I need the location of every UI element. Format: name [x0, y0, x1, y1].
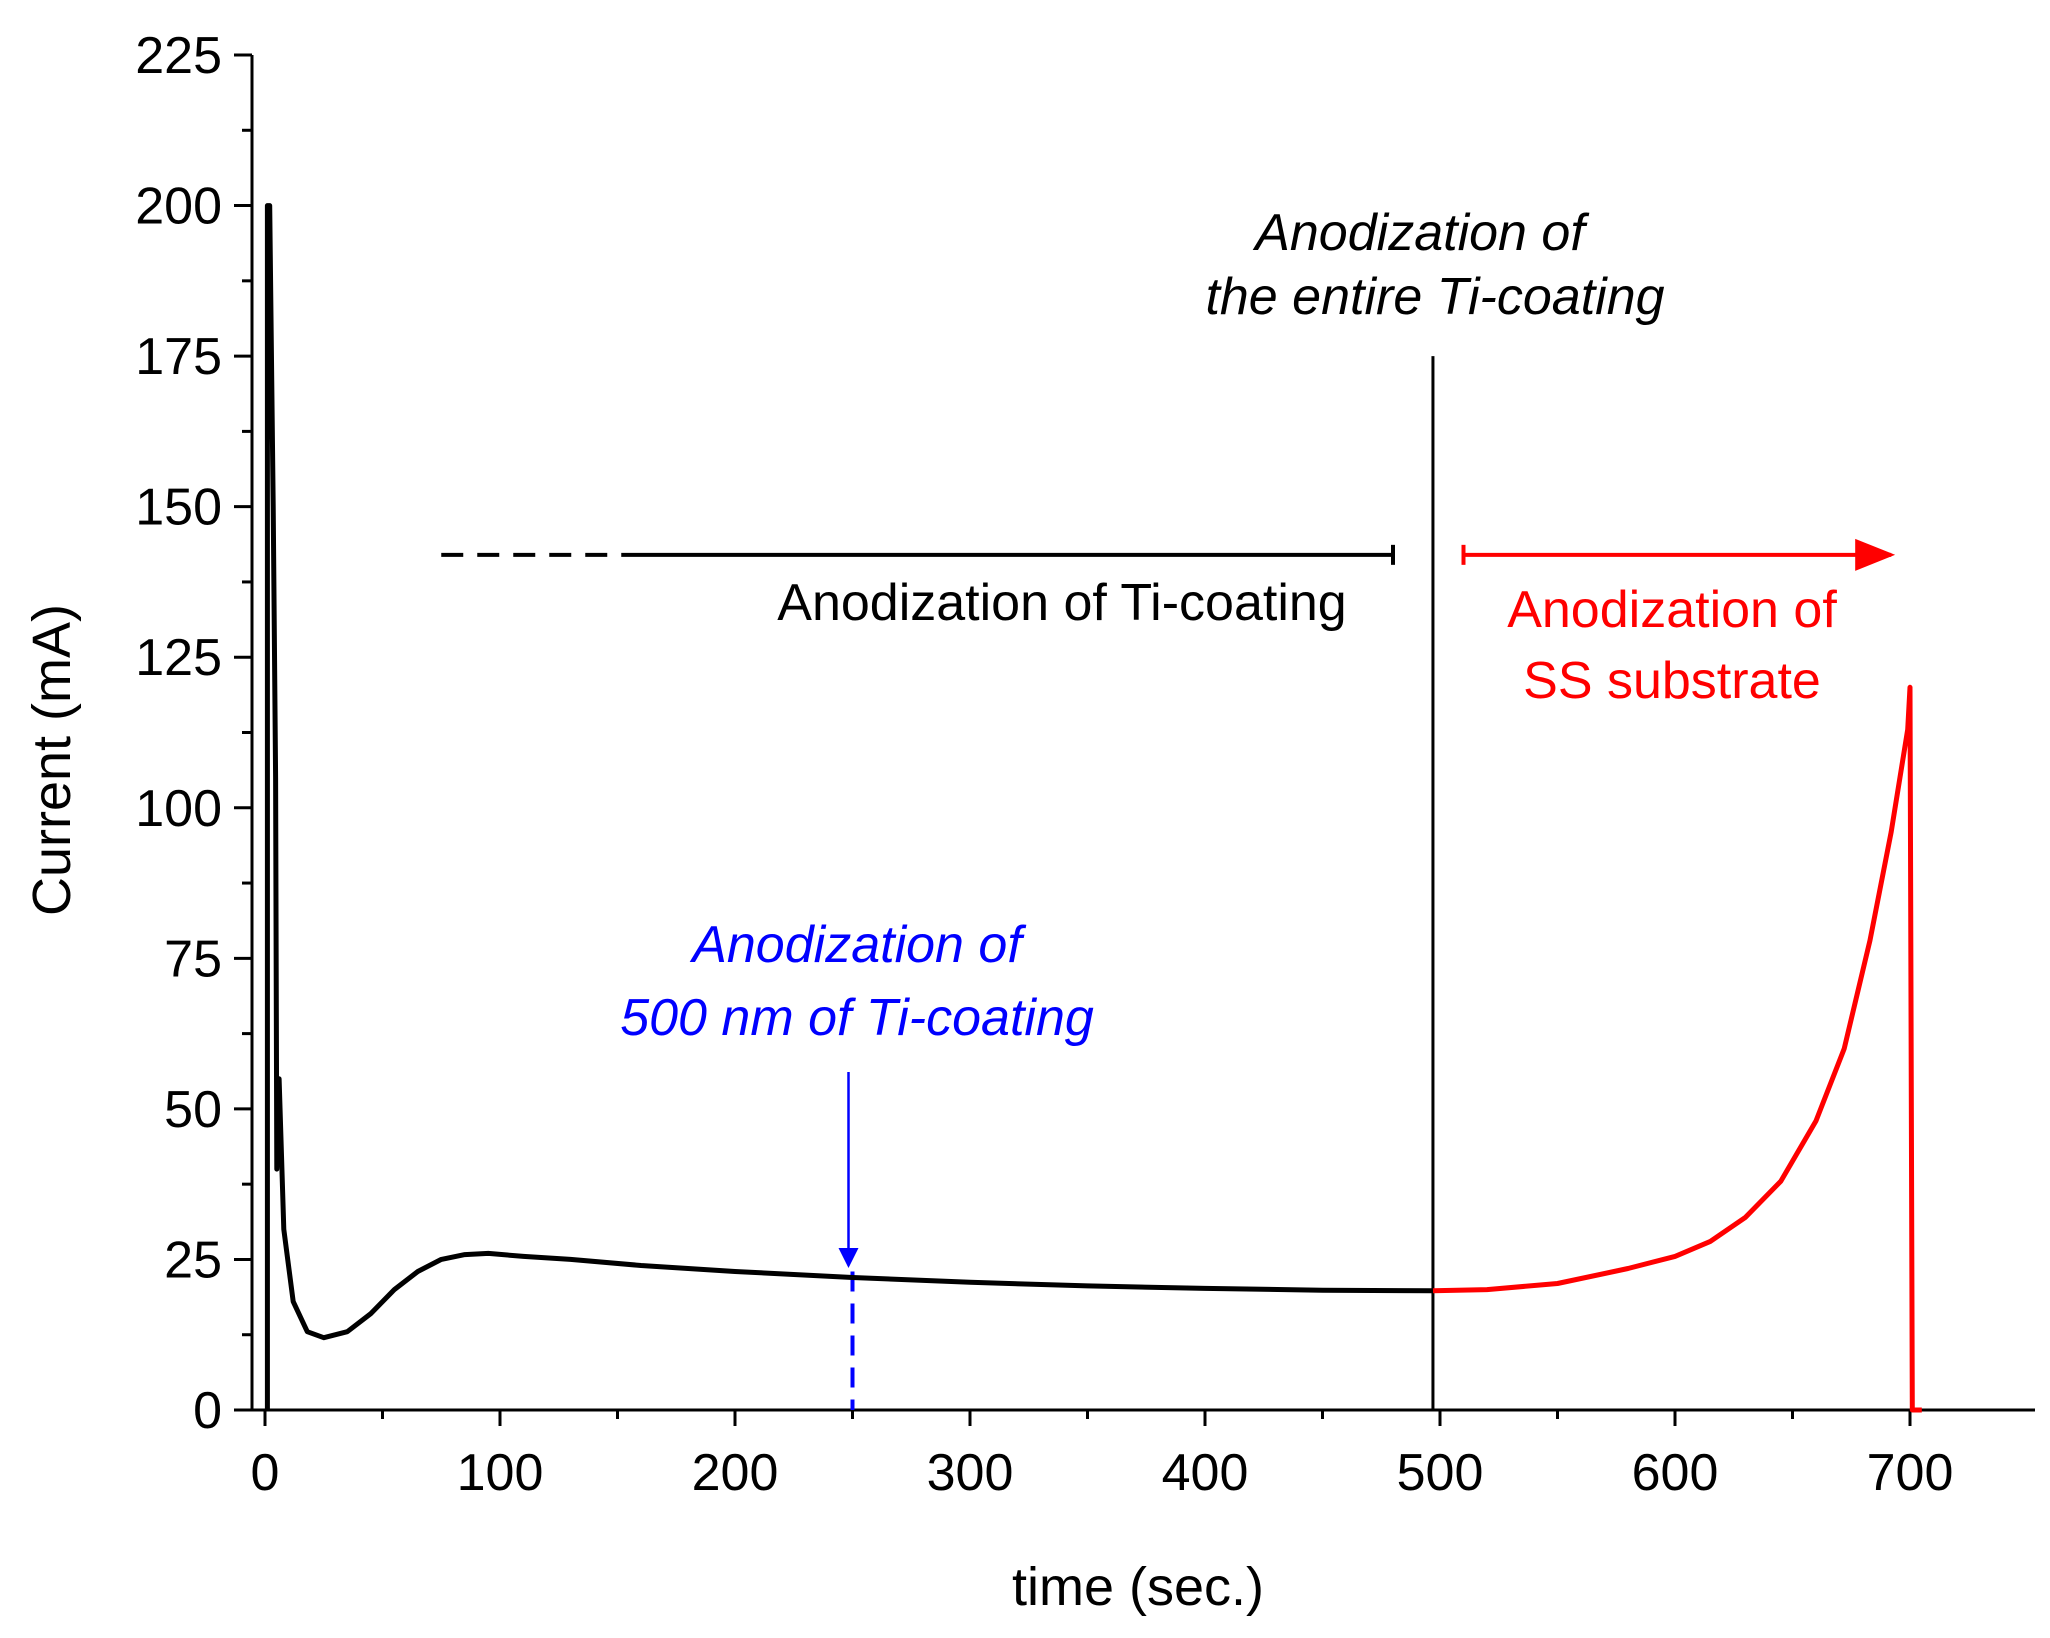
x-axis-title: time (sec.)	[1012, 1557, 1264, 1617]
y-axis-title: Current (mA)	[22, 604, 82, 916]
annotation-entire-line-2: the entire Ti-coating	[1205, 268, 1664, 326]
y-tick-label: 50	[164, 1081, 222, 1139]
y-tick-label: 100	[135, 780, 222, 838]
y-tick-label: 25	[164, 1231, 222, 1289]
annotation-ss-line-2: SS substrate	[1523, 652, 1821, 710]
annotation-ti-coating: Anodization of Ti-coating	[777, 574, 1346, 632]
x-tick-label: 500	[1397, 1444, 1484, 1502]
annotation-500nm-line-2: 500 nm of Ti-coating	[620, 989, 1094, 1047]
y-tick-label: 225	[135, 27, 222, 85]
x-tick-label: 300	[927, 1444, 1014, 1502]
y-tick-label: 0	[193, 1382, 222, 1440]
series-line-ti-coating	[264, 203, 1434, 1410]
markers	[441, 356, 1896, 1410]
y-tick-label: 75	[164, 930, 222, 988]
axes: 0 100 200 300 400 500 600 700 0 25 50 75 100 125 150 1…	[135, 27, 2035, 1502]
x-tick-label: 700	[1867, 1444, 1954, 1502]
y-tick-label: 150	[135, 479, 222, 537]
y-ticks: 0 25 50 75 100 125 150 175 200 225	[135, 27, 252, 1440]
x-tick-label: 100	[457, 1444, 544, 1502]
x-ticks: 0 100 200 300 400 500 600 700	[251, 1410, 1954, 1502]
y-tick-label: 200	[135, 178, 222, 236]
x-tick-label: 200	[692, 1444, 779, 1502]
x-tick-label: 400	[1162, 1444, 1249, 1502]
x-tick-label: 600	[1632, 1444, 1719, 1502]
x-tick-label: 0	[251, 1444, 280, 1502]
annotation-ss-line-1: Anodization of	[1507, 581, 1837, 639]
series-group	[264, 203, 1922, 1413]
y-tick-label: 175	[135, 328, 222, 386]
y-tick-label: 125	[135, 629, 222, 687]
annotation-500nm-line-1: Anodization of	[689, 916, 1026, 974]
annotations: Anodization of the entire Ti-coating Ano…	[620, 204, 1837, 1047]
annotation-entire-line-1: Anodization of	[1252, 204, 1589, 262]
series-line-ss-substrate	[1432, 684, 1922, 1413]
